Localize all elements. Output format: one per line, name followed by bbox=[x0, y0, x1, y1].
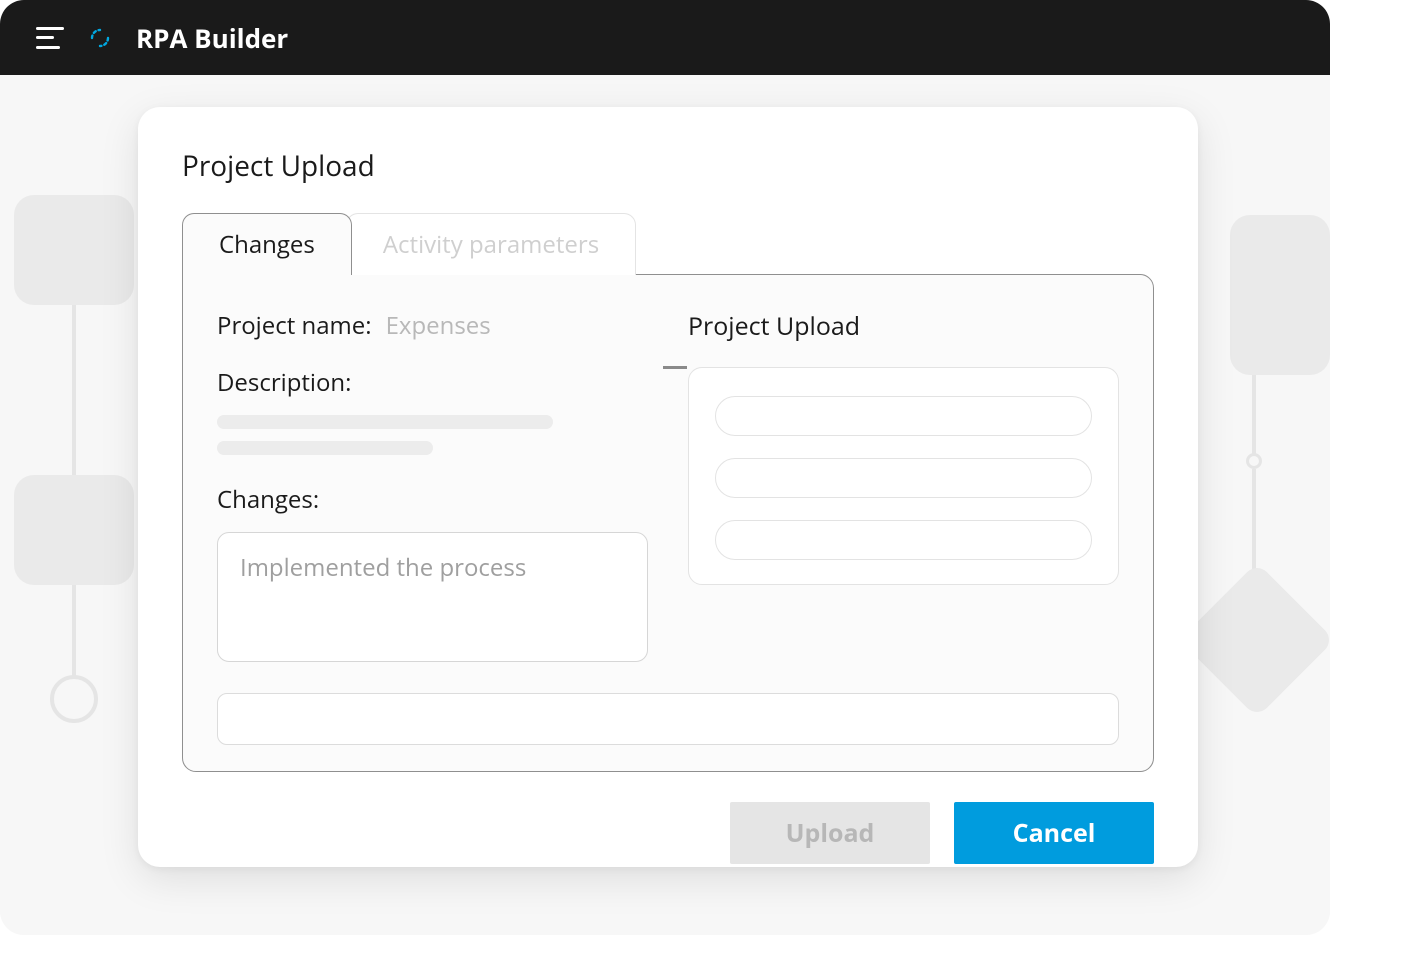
upload-row[interactable] bbox=[715, 396, 1092, 436]
bg-connector bbox=[72, 305, 76, 475]
bottom-field[interactable] bbox=[217, 693, 1119, 745]
description-label: Description: bbox=[217, 366, 648, 399]
bg-circle bbox=[50, 675, 98, 723]
bg-circle bbox=[1246, 453, 1262, 469]
menu-icon[interactable] bbox=[36, 27, 64, 49]
tab-activity-parameters[interactable]: Activity parameters bbox=[346, 213, 636, 275]
tab-changes[interactable]: Changes bbox=[182, 213, 352, 275]
bg-box bbox=[14, 195, 134, 305]
dialog-actions: Upload Cancel bbox=[182, 802, 1154, 864]
tab-label: Activity parameters bbox=[383, 228, 599, 261]
tab-label: Changes bbox=[219, 228, 315, 261]
upload-row[interactable] bbox=[715, 458, 1092, 498]
left-column: Project name: Expenses Description: Chan… bbox=[217, 309, 648, 667]
right-column: Project Upload bbox=[688, 309, 1119, 667]
dialog-title: Project Upload bbox=[182, 147, 1154, 185]
tabs: Changes Activity parameters bbox=[182, 213, 1154, 275]
bg-box bbox=[1230, 215, 1330, 375]
title-bar: RPA Builder bbox=[0, 0, 1330, 75]
workspace: Project Upload Changes Activity paramete… bbox=[0, 75, 1330, 935]
card-notch bbox=[663, 366, 687, 369]
cancel-button[interactable]: Cancel bbox=[954, 802, 1154, 864]
changes-label: Changes: bbox=[217, 483, 648, 516]
project-name-value: Expenses bbox=[386, 309, 491, 342]
description-placeholder-line bbox=[217, 441, 433, 455]
app-logo-icon bbox=[88, 26, 112, 50]
project-upload-dialog: Project Upload Changes Activity paramete… bbox=[138, 107, 1198, 867]
upload-button[interactable]: Upload bbox=[730, 802, 930, 864]
project-name-label: Project name: bbox=[217, 309, 372, 342]
bg-diamond bbox=[1179, 562, 1330, 718]
upload-section-title: Project Upload bbox=[688, 309, 1119, 343]
upload-card bbox=[688, 367, 1119, 585]
app-window: RPA Builder Project Upload Changes Activ… bbox=[0, 0, 1330, 935]
app-title: RPA Builder bbox=[136, 20, 288, 56]
description-placeholder-line bbox=[217, 415, 553, 429]
bg-connector bbox=[1252, 375, 1256, 465]
bg-box bbox=[14, 475, 134, 585]
upload-row[interactable] bbox=[715, 520, 1092, 560]
changes-input[interactable] bbox=[217, 532, 648, 662]
tab-panel: Project name: Expenses Description: Chan… bbox=[182, 274, 1154, 772]
